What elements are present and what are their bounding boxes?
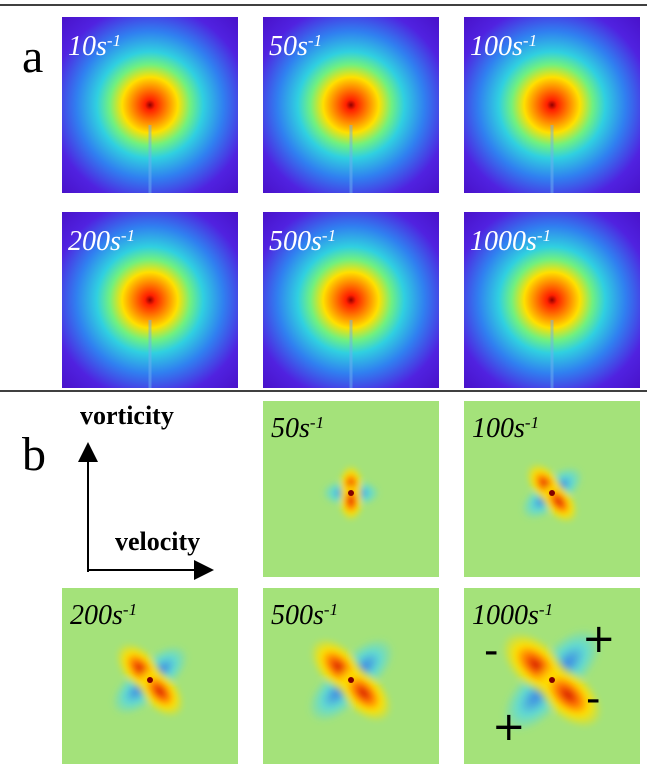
rate: 200s bbox=[68, 226, 121, 257]
figure: a b vorticity velocity 10s-150s-1100s-12… bbox=[0, 0, 647, 776]
sign: + bbox=[492, 704, 526, 750]
rate: 50s bbox=[269, 31, 308, 62]
core bbox=[549, 490, 555, 496]
exponent: -1 bbox=[523, 31, 537, 50]
rate: 100s bbox=[472, 413, 525, 444]
sign: + bbox=[582, 616, 616, 662]
exponent: -1 bbox=[310, 413, 324, 432]
rate: 1000s bbox=[472, 600, 539, 631]
rate: 50s bbox=[271, 413, 310, 444]
exponent: -1 bbox=[525, 413, 539, 432]
lobe bbox=[339, 481, 364, 521]
panel-label: b bbox=[22, 428, 46, 481]
image: 1000s-1 bbox=[464, 212, 640, 388]
image: 500s-1 bbox=[263, 212, 439, 388]
image: 50s-1 bbox=[263, 401, 439, 577]
exponent: -1 bbox=[308, 31, 322, 50]
exponent: -1 bbox=[539, 600, 553, 619]
rate: 200s bbox=[70, 600, 123, 631]
image: 100s-1 bbox=[464, 401, 640, 577]
sign: - bbox=[484, 628, 498, 674]
exponent: -1 bbox=[322, 226, 336, 245]
image: 100s-1 bbox=[464, 17, 640, 193]
exponent: -1 bbox=[123, 600, 137, 619]
exponent: -1 bbox=[107, 31, 121, 50]
rate: 10s bbox=[68, 31, 107, 62]
rate: 500s bbox=[269, 226, 322, 257]
exponent: -1 bbox=[121, 226, 135, 245]
core bbox=[348, 677, 354, 683]
core bbox=[549, 677, 555, 683]
image: 200s-1 bbox=[62, 588, 238, 764]
image: 200s-1 bbox=[62, 212, 238, 388]
core bbox=[147, 677, 153, 683]
rate: 1000s bbox=[470, 226, 537, 257]
rate: 500s bbox=[271, 600, 324, 631]
rate: 100s bbox=[470, 31, 523, 62]
axis-label: velocity bbox=[115, 527, 200, 556]
sign: - bbox=[586, 676, 600, 722]
image: 50s-1 bbox=[263, 17, 439, 193]
axis-label: vorticity bbox=[80, 401, 174, 430]
core bbox=[348, 490, 354, 496]
image: 500s-1 bbox=[263, 588, 439, 764]
panel-label: a bbox=[22, 30, 43, 83]
image: 10s-1 bbox=[62, 17, 238, 193]
image: 1000s-1 bbox=[464, 588, 640, 764]
exponent: -1 bbox=[324, 600, 338, 619]
exponent: -1 bbox=[537, 226, 551, 245]
